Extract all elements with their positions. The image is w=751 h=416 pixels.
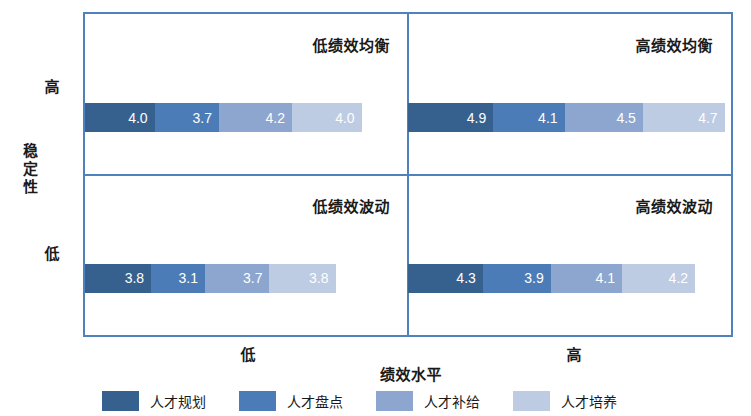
legend: 人才规划 人才盘点 人才补给 人才培养: [102, 391, 617, 411]
bar-value-label: 3.7: [243, 270, 262, 286]
bar-value-label: 3.8: [309, 270, 328, 286]
stacked-bar: 4.3 3.9 4.1 4.2: [408, 264, 695, 293]
bar-segment-2: 4.5: [565, 103, 643, 132]
bar-value-label: 4.9: [467, 110, 486, 126]
quadrant-title: 高绩效波动: [635, 195, 713, 216]
x-tick-high: 高: [566, 343, 581, 364]
legend-label: 人才规划: [150, 391, 206, 411]
quadrant-bottom-right: 高绩效波动 4.3 3.9 4.1 4.2: [408, 175, 731, 336]
bar-segment-3: 4.2: [622, 264, 695, 293]
bar-segment-1: 4.1: [493, 103, 564, 132]
legend-item: 人才规划: [102, 391, 206, 411]
legend-item: 人才补给: [376, 391, 480, 411]
y-axis-title: 稳定性: [19, 143, 40, 197]
bar-segment-2: 4.2: [219, 103, 292, 132]
bar-segment-0: 4.0: [85, 103, 155, 132]
y-tick-low: 低: [36, 242, 68, 263]
quadrant-bottom-left: 低绩效波动 3.8 3.1 3.7 3.8: [85, 175, 408, 336]
quadrant-top-left: 低绩效均衡 4.0 3.7 4.2 4.0: [85, 14, 408, 175]
legend-swatch-icon: [376, 391, 413, 411]
stacked-bar: 4.0 3.7 4.2 4.0: [85, 103, 362, 132]
bar-segment-0: 4.3: [408, 264, 483, 293]
bar-value-label: 4.5: [616, 110, 635, 126]
stacked-bar: 3.8 3.1 3.7 3.8: [85, 264, 336, 293]
bar-segment-3: 4.0: [292, 103, 362, 132]
plot-area: 低绩效均衡 4.0 3.7 4.2 4.0 高绩效均衡 4.9 4.1 4.5 4.7 低绩…: [83, 12, 733, 337]
bar-value-label: 4.0: [335, 110, 354, 126]
bar-value-label: 3.8: [125, 270, 144, 286]
bar-segment-0: 4.9: [408, 103, 493, 132]
bar-value-label: 3.9: [524, 270, 543, 286]
x-tick-low: 低: [240, 343, 255, 364]
bar-segment-3: 3.8: [269, 264, 335, 293]
bar-segment-1: 3.1: [151, 264, 205, 293]
quadrant-title: 低绩效均衡: [312, 34, 390, 55]
bar-segment-2: 4.1: [551, 264, 622, 293]
legend-item: 人才盘点: [239, 391, 343, 411]
bar-segment-3: 4.7: [643, 103, 725, 132]
legend-swatch-icon: [513, 391, 550, 411]
quadrant-title: 低绩效波动: [312, 195, 390, 216]
bar-value-label: 3.7: [193, 110, 212, 126]
legend-swatch-icon: [102, 391, 139, 411]
legend-label: 人才培养: [561, 391, 617, 411]
bar-segment-0: 3.8: [85, 264, 151, 293]
quadrant-title: 高绩效均衡: [635, 34, 713, 55]
bar-segment-1: 3.7: [155, 103, 219, 132]
bar-value-label: 4.2: [266, 110, 285, 126]
bar-segment-2: 3.7: [205, 264, 269, 293]
bar-value-label: 4.2: [669, 270, 688, 286]
stacked-bar: 4.9 4.1 4.5 4.7: [408, 103, 725, 132]
talent-quadrant-chart: 低绩效均衡 4.03.74.24.0 高绩效均衡 4.94.14.54.7 低绩…: [0, 0, 751, 416]
bar-segment-1: 3.9: [483, 264, 551, 293]
bar-value-label: 3.1: [179, 270, 198, 286]
bar-value-label: 4.3: [456, 270, 475, 286]
legend-swatch-icon: [239, 391, 276, 411]
legend-label: 人才补给: [424, 391, 480, 411]
bar-value-label: 4.0: [128, 110, 147, 126]
bar-value-label: 4.1: [538, 110, 557, 126]
legend-item: 人才培养: [513, 391, 617, 411]
bar-value-label: 4.7: [698, 110, 717, 126]
x-axis-title: 绩效水平: [380, 363, 442, 384]
bar-value-label: 4.1: [596, 270, 615, 286]
legend-label: 人才盘点: [287, 391, 343, 411]
y-tick-high: 高: [36, 75, 68, 96]
quadrant-top-right: 高绩效均衡 4.9 4.1 4.5 4.7: [408, 14, 731, 175]
